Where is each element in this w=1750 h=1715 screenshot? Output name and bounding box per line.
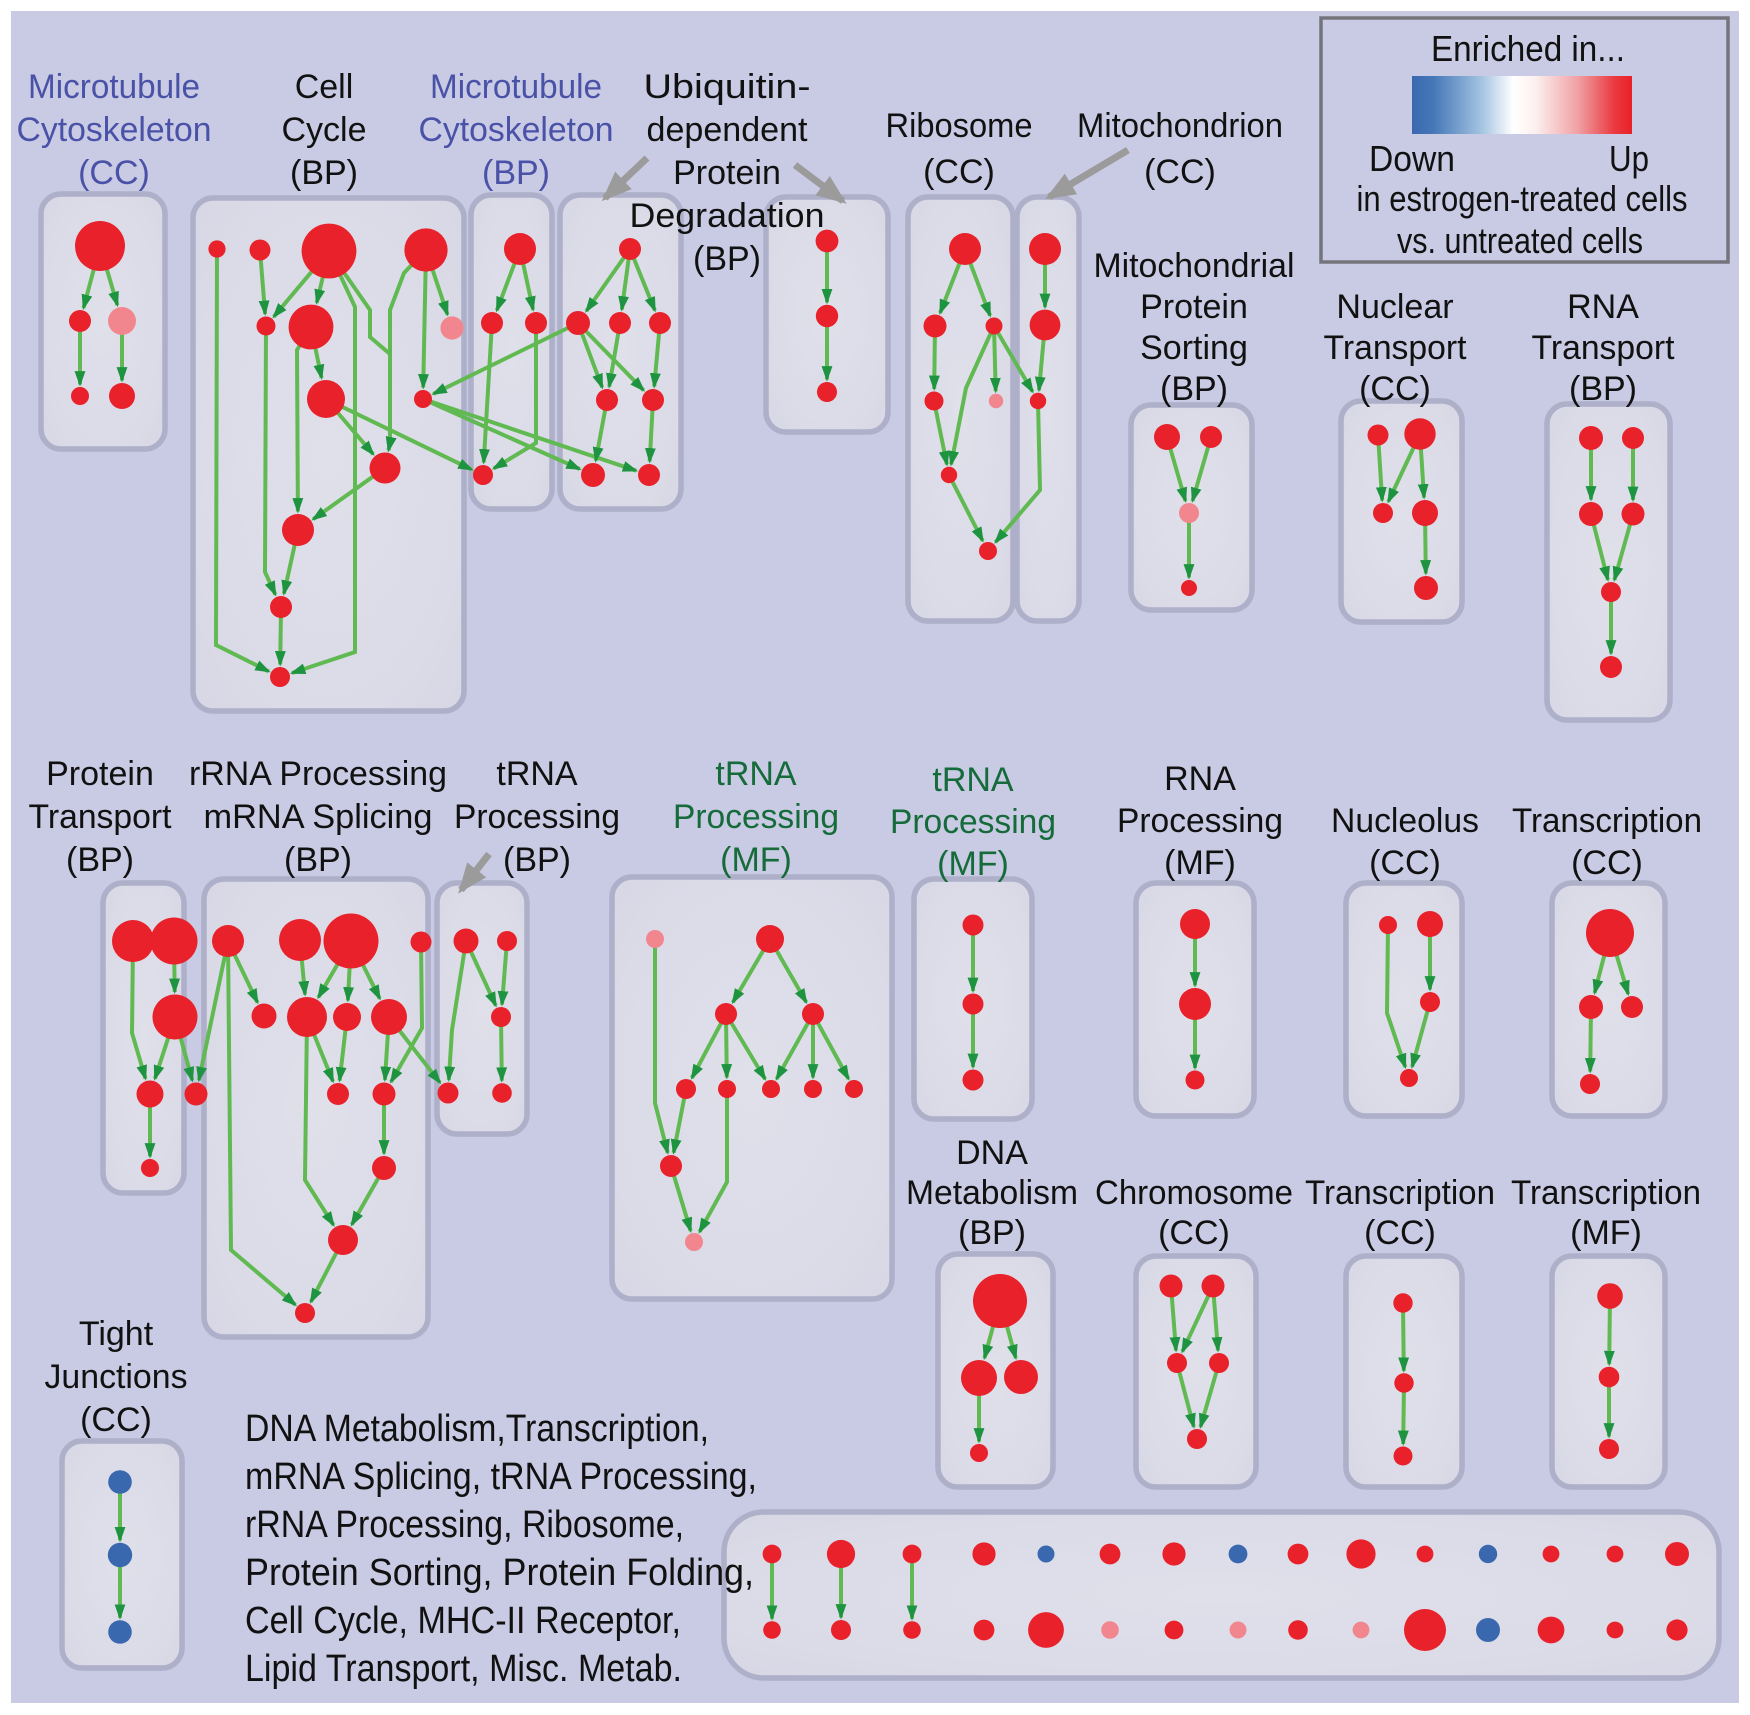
svg-text:Nucleolus: Nucleolus [1331, 802, 1479, 840]
svg-text:Chromosome: Chromosome [1095, 1174, 1293, 1212]
svg-text:(MF): (MF) [1164, 844, 1236, 882]
svg-text:(MF): (MF) [937, 845, 1009, 883]
svg-text:RNA: RNA [1164, 760, 1236, 798]
svg-text:(BP): (BP) [958, 1214, 1026, 1252]
svg-text:Protein: Protein [673, 154, 781, 192]
svg-text:Protein: Protein [1140, 288, 1248, 326]
svg-text:Ubiquitin-: Ubiquitin- [644, 68, 811, 106]
svg-text:Mitochondrial: Mitochondrial [1094, 247, 1295, 285]
svg-text:(CC): (CC) [1571, 844, 1643, 882]
svg-text:(BP): (BP) [693, 240, 761, 278]
svg-text:rRNA Processing: rRNA Processing [189, 755, 447, 793]
svg-text:tRNA: tRNA [496, 755, 578, 793]
svg-text:Nuclear: Nuclear [1336, 288, 1453, 326]
svg-text:Processing: Processing [673, 798, 839, 836]
svg-text:vs. untreated cells: vs. untreated cells [1397, 220, 1643, 261]
svg-text:DNA Metabolism,Transcription,: DNA Metabolism,Transcription, [245, 1408, 709, 1450]
svg-text:(BP): (BP) [290, 154, 358, 192]
svg-text:Mitochondrion: Mitochondrion [1077, 107, 1283, 145]
svg-text:Transcription: Transcription [1305, 1174, 1495, 1212]
svg-text:Processing: Processing [454, 798, 620, 836]
svg-text:RNA: RNA [1567, 288, 1639, 326]
svg-text:(CC): (CC) [1158, 1214, 1230, 1252]
svg-text:Transport: Transport [29, 798, 173, 836]
svg-text:Degradation: Degradation [630, 197, 825, 235]
svg-text:tRNA: tRNA [932, 761, 1014, 799]
svg-text:Tight: Tight [79, 1315, 154, 1353]
svg-text:(BP): (BP) [1160, 370, 1228, 408]
svg-text:Processing: Processing [890, 803, 1056, 841]
svg-text:(BP): (BP) [482, 154, 550, 192]
svg-text:(BP): (BP) [284, 841, 352, 879]
svg-text:(CC): (CC) [923, 153, 995, 191]
svg-text:(BP): (BP) [66, 841, 134, 879]
svg-text:Transport: Transport [1324, 329, 1468, 367]
svg-text:Cycle: Cycle [281, 111, 366, 149]
svg-text:Cell Cycle, MHC-II Receptor,: Cell Cycle, MHC-II Receptor, [245, 1600, 681, 1642]
svg-text:(CC): (CC) [1364, 1214, 1436, 1252]
svg-text:Cytoskeleton: Cytoskeleton [419, 111, 614, 149]
svg-text:mRNA Splicing, tRNA Processing: mRNA Splicing, tRNA Processing, [245, 1456, 757, 1498]
svg-text:(CC): (CC) [80, 1401, 152, 1439]
svg-text:Junctions: Junctions [45, 1358, 188, 1396]
svg-text:DNA: DNA [956, 1134, 1028, 1172]
svg-text:Metabolism: Metabolism [906, 1174, 1078, 1212]
svg-text:(CC): (CC) [1359, 370, 1431, 408]
svg-text:Transcription: Transcription [1511, 1174, 1701, 1212]
svg-text:Transcription: Transcription [1512, 802, 1702, 840]
svg-text:Microtubule: Microtubule [430, 68, 602, 106]
svg-text:Protein: Protein [46, 755, 154, 793]
svg-text:(MF): (MF) [720, 841, 792, 879]
svg-text:Sorting: Sorting [1140, 329, 1248, 367]
svg-text:Down: Down [1369, 138, 1455, 179]
svg-text:dependent: dependent [647, 111, 809, 149]
svg-text:Up: Up [1609, 138, 1649, 179]
svg-text:(BP): (BP) [1569, 370, 1637, 408]
svg-text:(BP): (BP) [503, 841, 571, 879]
svg-text:tRNA: tRNA [715, 755, 797, 793]
svg-text:mRNA Splicing: mRNA Splicing [204, 798, 433, 836]
svg-text:(MF): (MF) [1570, 1214, 1642, 1252]
svg-text:Ribosome: Ribosome [886, 107, 1033, 145]
svg-text:Processing: Processing [1117, 802, 1283, 840]
svg-text:Cytoskeleton: Cytoskeleton [17, 111, 212, 149]
svg-text:Lipid Transport, Misc. Metab.: Lipid Transport, Misc. Metab. [245, 1648, 682, 1690]
svg-text:Microtubule: Microtubule [28, 68, 200, 106]
svg-text:Protein Sorting, Protein Foldi: Protein Sorting, Protein Folding, [245, 1552, 754, 1594]
svg-text:rRNA Processing, Ribosome,: rRNA Processing, Ribosome, [245, 1504, 684, 1546]
svg-text:(CC): (CC) [1369, 844, 1441, 882]
svg-text:Enriched in...: Enriched in... [1431, 28, 1625, 69]
svg-text:Cell: Cell [295, 68, 354, 106]
svg-text:in estrogen-treated cells: in estrogen-treated cells [1357, 178, 1688, 219]
svg-text:(CC): (CC) [1144, 153, 1216, 191]
svg-text:(CC): (CC) [78, 154, 150, 192]
svg-text:Transport: Transport [1532, 329, 1676, 367]
